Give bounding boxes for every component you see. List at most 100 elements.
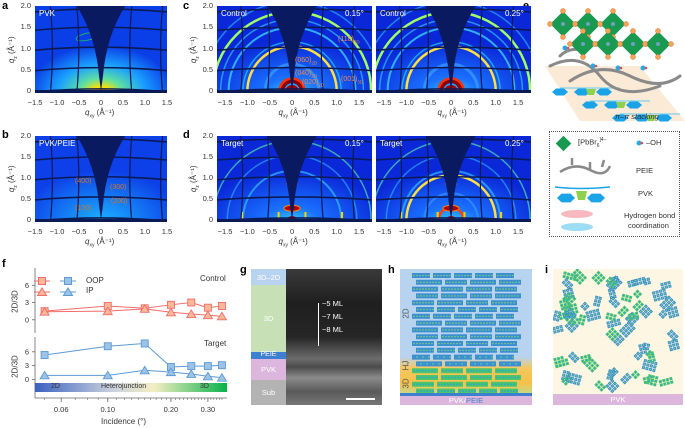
octahedron-dot [471,363,473,365]
octahedron-dot [417,376,419,379]
octahedron-center [565,377,567,380]
octahedron-center [589,358,591,360]
octahedron-center [554,314,556,317]
octahedron-center [598,301,600,303]
octahedron-dot [462,308,464,311]
octahedron-dot [486,376,488,379]
octahedron-dot [510,301,512,304]
octahedron-dot [450,349,452,352]
octahedron-center [576,279,579,281]
octahedron-center [576,269,579,271]
crystal-cluster [553,324,564,334]
marker-square-oop [103,342,112,351]
octahedron-dot [423,308,425,311]
octahedron-center [633,316,635,319]
octahedron-dot [438,363,440,365]
octahedron-dot [465,308,467,311]
octahedron-center [598,316,601,318]
peak-label-200: (200) [111,198,128,205]
octahedron-center [556,326,559,329]
octahedron-dot [477,322,479,324]
bragg-rod [463,212,466,220]
octahedron-dot [435,281,437,284]
octahedron-center [581,305,584,308]
octahedron-dot [431,383,433,386]
octahedron-dot [422,274,424,277]
marker-triangle-ip [202,310,214,320]
octahedron-center [562,360,564,362]
octahedron-dot [454,288,456,290]
octahedron-dot [479,356,481,358]
x-tick-label: −0.5 [71,98,87,107]
octahedron-dot [449,274,451,277]
octahedron-dot [431,369,433,372]
y-tick-label: 0 [26,215,31,224]
octahedron-dot [470,274,472,277]
angle-c-left: 0.15° [345,9,364,18]
octahedron-center [589,367,591,369]
x-axis-label: qxy (Å⁻¹) [85,237,115,249]
octahedron-dot [451,335,453,338]
octahedron-center [568,293,570,295]
octahedron-dot [458,281,460,284]
octahedron-center [668,312,671,315]
octahedron-dot [516,308,518,311]
octahedron-dot [512,356,514,358]
octahedron-center [616,333,619,335]
carbazole-ring [552,88,568,96]
octahedron-center [664,313,667,316]
octahedron-dot [501,342,503,345]
octahedron-dot [471,281,473,284]
br-atom [605,28,611,34]
peak-index: (040) [295,70,312,77]
detector-gap-vertical [266,136,271,222]
octahedron-dot [479,329,481,331]
octahedron-center [574,304,576,306]
octahedron-center [571,274,573,276]
base-pvk: PVK/ [448,396,466,405]
detector-gap-vertical [49,136,53,222]
crystal-block [458,388,476,394]
octahedron-center [647,278,650,280]
octahedron-dot [482,342,484,345]
octahedron-dot [452,322,454,324]
octahedron-dot [438,301,440,304]
octahedron-dot [453,308,455,311]
octahedron-dot [483,281,485,284]
octahedron-dot [460,376,462,379]
octahedron-dot [501,301,503,304]
heterojunction-schematic: PVK/PEIE 2D HJ 3D [400,269,532,405]
octahedron-center [642,277,644,280]
octahedron-dot [428,342,430,345]
octahedron-center [594,367,596,369]
octahedron-dot [416,356,418,358]
random-orientation-schematic: PVK [553,269,683,405]
carbazole-ring [612,114,628,122]
octahedron-center [570,277,572,280]
octahedron-dot [512,322,514,324]
octahedron-dot [518,363,520,365]
octahedron-dot [453,390,455,392]
marker-triangle-ip [39,370,50,380]
octahedron-dot [515,363,517,365]
chart-ylabel-target: 2D/3D [10,355,20,378]
crystal-block [416,307,434,312]
legend-hbond-1: Hydrogen bond [624,211,676,220]
octahedron-center [596,364,599,367]
octahedron-dot [474,281,476,284]
x-tick-label: 1.5 [353,227,365,236]
octahedron-dot [453,342,455,345]
oh-group [615,65,621,71]
octahedron-center [571,292,573,294]
octahedron-center [593,310,595,312]
octahedron-center [634,376,637,378]
octahedron-dot [502,335,504,338]
y-tick-label: 0 [25,315,29,324]
octahedron-center [661,283,663,286]
missing-wedge [426,136,476,220]
crystal-cluster [585,308,602,322]
octahedron-center [613,373,615,375]
octahedron-center [564,294,566,296]
octahedron-dot [422,329,424,331]
octahedron-center [633,320,636,323]
